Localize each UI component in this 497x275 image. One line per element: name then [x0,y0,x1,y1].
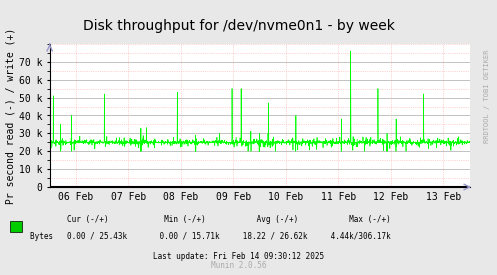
Text: Bytes   0.00 / 25.43k       0.00 / 15.71k     18.22 / 26.62k     4.44k/306.17k: Bytes 0.00 / 25.43k 0.00 / 15.71k 18.22 … [30,232,391,241]
Text: RRDTOOL / TOBI OETIKER: RRDTOOL / TOBI OETIKER [484,50,490,143]
Text: Last update: Fri Feb 14 09:30:12 2025: Last update: Fri Feb 14 09:30:12 2025 [153,252,324,261]
Y-axis label: Pr second read (-) / write (+): Pr second read (-) / write (+) [6,28,16,204]
Text: Munin 2.0.56: Munin 2.0.56 [211,260,266,270]
Text: Disk throughput for /dev/nvme0n1 - by week: Disk throughput for /dev/nvme0n1 - by we… [83,19,395,33]
Text: Cur (-/+)            Min (-/+)           Avg (-/+)           Max (-/+): Cur (-/+) Min (-/+) Avg (-/+) Max (-/+) [30,214,391,224]
